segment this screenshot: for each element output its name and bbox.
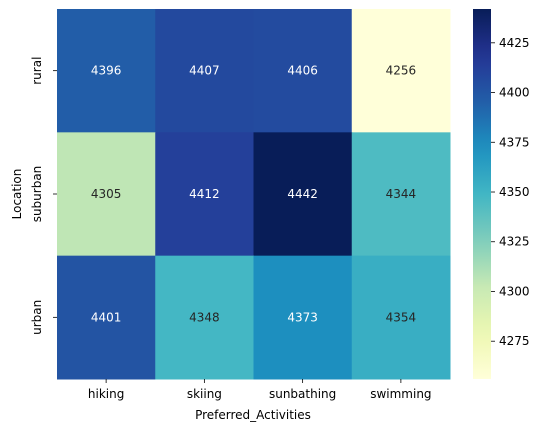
cell-value-label: 4354 <box>386 310 417 324</box>
heatmap-cells <box>57 9 451 380</box>
heatmap-cell <box>253 132 353 257</box>
heatmap-cell <box>155 9 254 133</box>
colorbar-tick-label: 4350 <box>499 185 530 199</box>
cell-value-label: 4344 <box>386 187 417 201</box>
cell-value-label: 4407 <box>189 64 220 78</box>
colorbar-tick-label: 4425 <box>499 36 530 50</box>
y-axis-label: Location <box>10 169 24 220</box>
cell-value-label: 4412 <box>189 187 220 201</box>
cell-value-label: 4406 <box>287 64 318 78</box>
heatmap-cell <box>57 132 156 257</box>
heatmap-cell <box>57 255 156 380</box>
cell-value-label: 4442 <box>287 187 318 201</box>
y-axis: rural suburban urban <box>30 57 57 335</box>
cell-value-label: 4305 <box>91 187 122 201</box>
x-axis: hiking skiing sunbathing swimming <box>88 379 432 401</box>
colorbar-tick-label: 4375 <box>499 135 530 149</box>
heatmap-cell <box>351 9 451 133</box>
heatmap-cell <box>57 9 156 133</box>
heatmap-cell <box>253 255 353 380</box>
colorbar-tick-label: 4400 <box>499 86 530 100</box>
heatmap-cell <box>351 132 451 257</box>
heatmap-cell <box>155 132 254 257</box>
cell-value-label: 4256 <box>386 64 417 78</box>
colorbar-tick-label: 4275 <box>499 334 530 348</box>
colorbar-gradient <box>473 9 491 379</box>
colorbar: 4275 4300 4325 4350 4375 4400 4425 <box>473 9 530 379</box>
heatmap-cell <box>351 255 451 380</box>
cell-value-label: 4396 <box>91 64 122 78</box>
y-tick-label: urban <box>30 300 44 335</box>
cell-value-label: 4373 <box>287 310 318 324</box>
heatmap-cell-labels: 4396 4407 4406 4256 4305 4412 4442 4344 4401 4348… <box>91 64 416 325</box>
x-tick-label: skiing <box>187 387 222 401</box>
x-tick-label: sunbathing <box>269 387 336 401</box>
colorbar-tick-label: 4325 <box>499 235 530 249</box>
x-tick-label: hiking <box>88 387 124 401</box>
x-axis-label: Preferred_Activities <box>195 408 311 422</box>
colorbar-tick-label: 4300 <box>499 284 530 298</box>
cell-value-label: 4401 <box>91 310 122 324</box>
heatmap-cell <box>253 9 353 133</box>
y-tick-label: suburban <box>30 166 44 223</box>
x-tick-label: swimming <box>370 387 431 401</box>
heatmap-cell <box>155 255 254 380</box>
y-tick-label: rural <box>30 57 44 85</box>
cell-value-label: 4348 <box>189 310 220 324</box>
